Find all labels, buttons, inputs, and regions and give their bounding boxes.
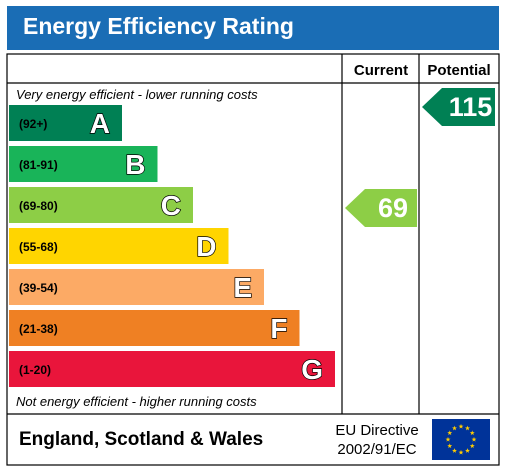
current-rating-shape bbox=[345, 189, 417, 227]
band-letter-g: G bbox=[301, 354, 323, 385]
directive-line2: 2002/91/EC bbox=[337, 441, 416, 458]
band-bar-c bbox=[9, 187, 193, 223]
eu-flag-star bbox=[447, 443, 453, 449]
band-letter-a: A bbox=[90, 108, 110, 139]
band-bar-e bbox=[9, 269, 264, 305]
band-bar-d bbox=[9, 228, 229, 264]
band-f: (21-38) F bbox=[9, 310, 300, 346]
band-b: (81-91) B bbox=[9, 146, 158, 182]
eu-flag-star bbox=[469, 430, 475, 436]
band-letter-d: D bbox=[196, 231, 216, 262]
eu-flag-icon bbox=[432, 419, 490, 460]
rating-bands: (92+) A (81-91) B (69-80) C (55-68) D (39-54) E (2… bbox=[9, 105, 335, 387]
eu-flag-star bbox=[469, 443, 475, 449]
band-e: (39-54) E bbox=[9, 269, 264, 305]
current-rating-value: 69 bbox=[378, 193, 408, 223]
eu-flag-star bbox=[458, 423, 464, 429]
eu-flag-star bbox=[452, 448, 457, 453]
band-range-a: (92+) bbox=[19, 117, 47, 131]
band-d: (55-68) D bbox=[9, 228, 229, 264]
band-letter-b: B bbox=[125, 149, 145, 180]
chart-frame bbox=[6, 53, 500, 466]
eu-flag-star bbox=[447, 430, 453, 436]
eu-flag-star bbox=[452, 425, 457, 431]
potential-rating-shape bbox=[422, 88, 495, 126]
band-range-g: (1-20) bbox=[19, 363, 51, 377]
band-range-d: (55-68) bbox=[19, 240, 58, 254]
band-bar-f bbox=[9, 310, 300, 346]
eu-flag-star bbox=[458, 449, 464, 455]
rating-arrows: 69 115 bbox=[345, 88, 495, 227]
top-note: Very energy efficient - lower running co… bbox=[16, 87, 258, 102]
eu-flag-star bbox=[465, 425, 470, 431]
band-c: (69-80) C bbox=[9, 187, 193, 223]
band-letter-c: C bbox=[161, 190, 181, 221]
band-bar-g bbox=[9, 351, 335, 387]
band-bar-b bbox=[9, 146, 158, 182]
directive-line1: EU Directive bbox=[335, 422, 418, 439]
band-range-b: (81-91) bbox=[19, 158, 58, 172]
potential-rating-arrow: 115 bbox=[422, 88, 495, 126]
band-bar-a bbox=[9, 105, 122, 141]
eu-flag-star bbox=[471, 436, 477, 442]
band-a: (92+) A bbox=[9, 105, 122, 141]
band-range-c: (69-80) bbox=[19, 199, 58, 213]
potential-rating-value: 115 bbox=[449, 92, 493, 122]
band-g: (1-20) G bbox=[9, 351, 335, 387]
potential-column-header: Potential bbox=[427, 62, 490, 79]
current-column-header: Current bbox=[354, 62, 408, 79]
header-bar: Energy Efficiency Rating bbox=[7, 6, 499, 50]
current-rating-arrow: 69 bbox=[345, 189, 417, 227]
bottom-note: Not energy efficient - higher running co… bbox=[16, 394, 257, 409]
band-letter-e: E bbox=[233, 272, 252, 303]
band-range-e: (39-54) bbox=[19, 281, 58, 295]
band-range-f: (21-38) bbox=[19, 322, 58, 336]
eu-flag-star bbox=[445, 436, 451, 442]
footer-region: England, Scotland & Wales bbox=[19, 429, 263, 450]
band-letter-f: F bbox=[270, 313, 287, 344]
eu-flag-star bbox=[465, 448, 470, 453]
chart-title: Energy Efficiency Rating bbox=[23, 13, 294, 39]
